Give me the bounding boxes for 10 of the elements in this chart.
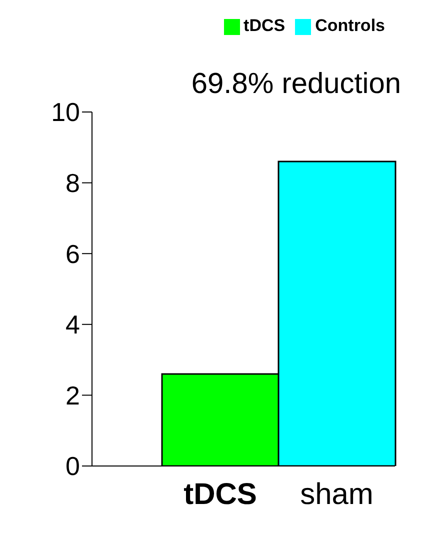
- text: 69.8% reduction: [191, 68, 401, 101]
- y-tick-label: 0: [66, 451, 80, 482]
- x-tick-label: sham: [300, 478, 374, 511]
- legend-label: tDCS: [244, 16, 286, 35]
- y-tick-label: 6: [66, 238, 80, 269]
- y-tick-label: 4: [66, 310, 80, 340]
- y-tick-label: 2: [66, 380, 80, 410]
- legend-label: Controls: [315, 16, 385, 35]
- y-tick-label: 10: [51, 97, 80, 128]
- y-tick-label: 8: [66, 168, 80, 198]
